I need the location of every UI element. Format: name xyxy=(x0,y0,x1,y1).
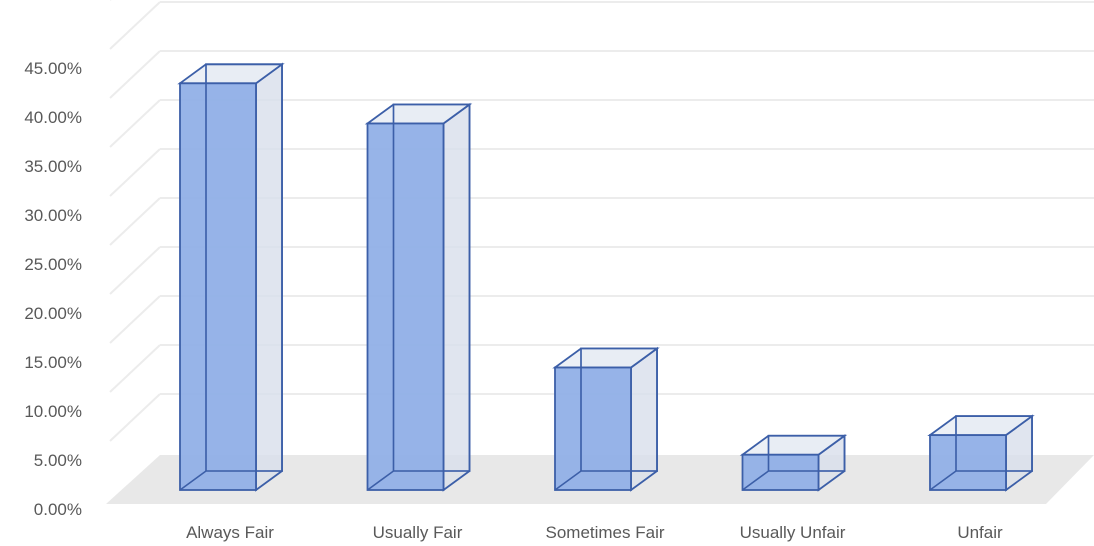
y-tick-label: 45.00% xyxy=(24,59,82,78)
bar xyxy=(364,102,473,492)
x-category-label: Unfair xyxy=(957,523,1003,542)
gridline-side xyxy=(109,246,161,295)
y-tick-label: 15.00% xyxy=(24,353,82,372)
gridline-side xyxy=(109,295,161,344)
gridline-side xyxy=(109,99,161,148)
gridline-side xyxy=(109,148,161,197)
y-tick-label: 30.00% xyxy=(24,206,82,225)
y-tick-label: 40.00% xyxy=(24,108,82,127)
x-category-label: Sometimes Fair xyxy=(545,523,664,542)
bar xyxy=(552,346,660,492)
bar-front-face xyxy=(179,82,257,491)
bar-side-face xyxy=(442,102,471,492)
gridline-side xyxy=(109,50,161,99)
bar-side-face xyxy=(630,346,658,492)
bars xyxy=(177,62,1035,492)
gridline-side xyxy=(109,393,161,442)
x-category-label: Always Fair xyxy=(186,523,274,542)
y-tick-label: 35.00% xyxy=(24,157,82,176)
gridlines xyxy=(109,0,1094,442)
gridline-side xyxy=(109,197,161,246)
bar-side-face xyxy=(255,62,283,492)
x-category-label: Usually Unfair xyxy=(740,523,846,542)
bar-front-face xyxy=(741,453,820,491)
bar-front-face xyxy=(554,366,632,491)
x-axis-category-labels: Always Fair Usually Fair Sometimes Fair Usu… xyxy=(186,523,1003,542)
x-category-label: Usually Fair xyxy=(373,523,463,542)
bar xyxy=(177,62,285,492)
y-axis-tick-labels: 0.00% 5.00% 10.00% 15.00% 20.00% 25.00% 30.00%… xyxy=(24,59,82,519)
gridline-side xyxy=(109,1,161,50)
y-tick-label: 10.00% xyxy=(24,402,82,421)
bar xyxy=(927,414,1035,492)
y-tick-label: 0.00% xyxy=(34,500,82,519)
y-tick-label: 25.00% xyxy=(24,255,82,274)
y-tick-label: 20.00% xyxy=(24,304,82,323)
gridline-side xyxy=(109,344,161,393)
bar-front-face xyxy=(366,122,445,491)
bar xyxy=(739,433,848,492)
y-tick-label: 5.00% xyxy=(34,451,82,470)
